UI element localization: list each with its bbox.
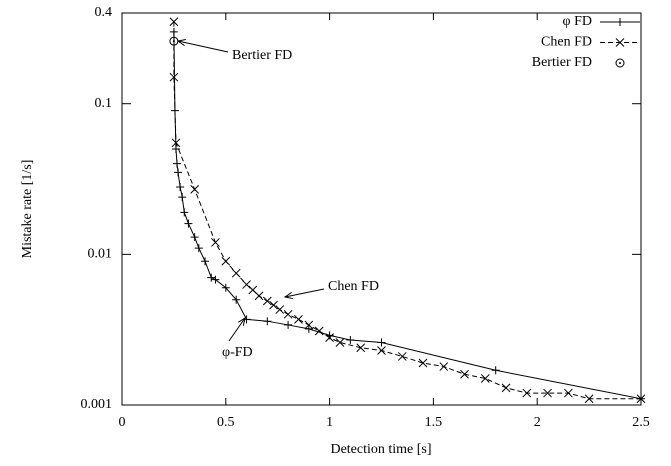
annotation: φ-FD [222, 345, 253, 360]
point [194, 244, 203, 253]
plot-frame [121, 12, 642, 406]
y-tick-label: 0.001 [81, 397, 113, 412]
point [169, 17, 179, 27]
point [439, 362, 449, 371]
annotation-arrow [284, 288, 325, 298]
point [269, 300, 278, 310]
point [171, 138, 181, 148]
point [184, 219, 193, 228]
point [275, 305, 285, 314]
point [460, 369, 469, 379]
x-tick-label: 2.5 [632, 415, 650, 430]
point [615, 38, 625, 47]
x-tick-label: 1 [326, 415, 333, 430]
annotation-arrowhead [283, 292, 293, 300]
point [615, 58, 625, 68]
x-tick-label: 0.5 [217, 415, 235, 430]
point [636, 394, 646, 404]
legend-label: φ FD [563, 14, 592, 29]
point [174, 168, 183, 177]
y-tick-label: 0.01 [88, 247, 113, 262]
point [231, 268, 241, 278]
point [207, 273, 216, 282]
point [616, 18, 624, 26]
x-tick-label: 1.5 [425, 415, 443, 430]
annotation-arrow [228, 317, 246, 342]
point [263, 317, 272, 326]
point [201, 257, 210, 266]
point [190, 233, 199, 242]
legend-label: Bertier FD [532, 55, 592, 70]
point [232, 295, 241, 304]
point [171, 145, 180, 154]
point [304, 320, 314, 330]
point [294, 315, 303, 324]
annotation: Chen FD [328, 279, 379, 294]
point [314, 326, 324, 336]
point [176, 182, 185, 191]
point [335, 338, 345, 347]
point [377, 346, 386, 355]
annotation: Bertier FD [232, 48, 292, 63]
point [211, 275, 220, 284]
legend-label: Chen FD [541, 35, 592, 50]
point [190, 185, 200, 194]
point [169, 72, 179, 82]
y-tick-label: 0.1 [95, 96, 113, 111]
point [480, 374, 490, 383]
x-axis-label: Detection time [s] [330, 442, 431, 457]
point [284, 320, 293, 329]
point [180, 208, 189, 217]
point [173, 159, 182, 168]
point [304, 324, 313, 333]
series-line [173, 31, 642, 400]
point [178, 193, 187, 202]
x-tick-label: 2 [534, 415, 541, 430]
point [211, 238, 220, 247]
point [397, 352, 407, 361]
point [221, 256, 231, 266]
point [325, 333, 334, 342]
point-dot [172, 40, 175, 43]
point [563, 388, 573, 398]
point [543, 388, 552, 398]
point [418, 358, 428, 368]
point [377, 338, 386, 347]
point [584, 394, 594, 404]
y-axis-label: Mistake rate [1/s] [20, 160, 35, 259]
series-line [173, 21, 641, 400]
point [346, 336, 355, 345]
annotation-arrow [177, 40, 229, 53]
point [356, 343, 366, 353]
annotation-arrowhead [176, 39, 186, 47]
point [254, 291, 264, 301]
point-dot [619, 62, 621, 64]
point [221, 283, 230, 292]
y-tick-label: 0.4 [95, 5, 113, 20]
point [522, 388, 532, 398]
x-tick-label: 0 [119, 415, 126, 430]
annotation-arrowhead [237, 316, 246, 326]
point [242, 280, 251, 289]
point-ring [615, 58, 625, 68]
point [501, 383, 511, 393]
point [262, 296, 272, 306]
point [491, 366, 500, 375]
point [283, 309, 293, 319]
